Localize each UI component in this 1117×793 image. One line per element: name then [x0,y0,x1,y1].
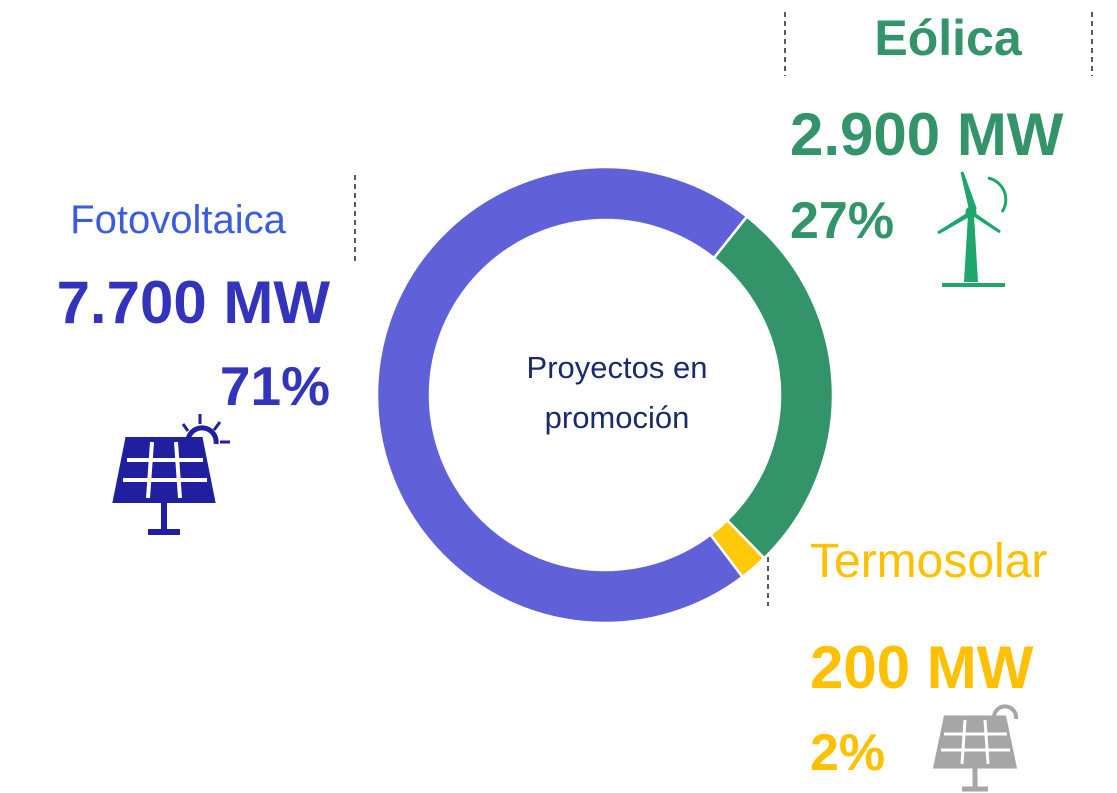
donut-segment [712,214,835,560]
capacity-label: 200 MW [810,634,1034,701]
capacity-label: 2.900 MW [790,101,1064,168]
donut-segment [708,518,767,579]
percent-label: 71% [220,355,330,417]
solar-icon [112,414,230,535]
category-label: Termosolar [810,535,1047,588]
percent-label: 2% [810,724,885,782]
capacity-label: 7.700 MW [57,269,331,336]
donut-segment [375,165,749,625]
category-label: Eólica [874,10,1022,66]
solar-icon [932,704,1019,792]
wind-icon [937,171,1008,287]
category-label: Fotovoltaica [70,198,286,242]
percent-label: 27% [790,192,894,250]
center-label: Proyectos en [527,350,708,385]
center-label: promoción [545,400,690,435]
